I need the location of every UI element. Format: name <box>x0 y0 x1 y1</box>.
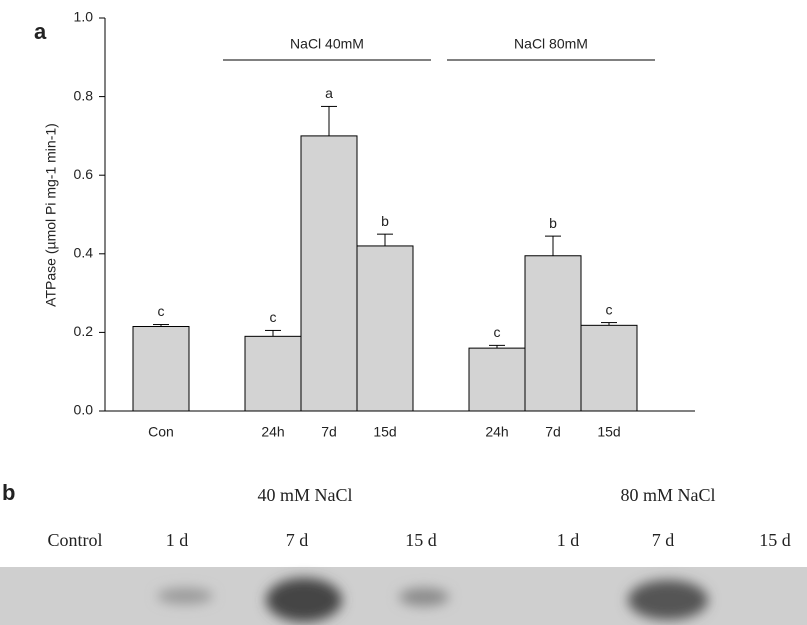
lane-label: 1 d <box>166 530 189 550</box>
y-axis-label: ATPase (µmol Pi mg-1 min-1) <box>43 123 59 307</box>
y-tick-label: 0.6 <box>74 166 94 182</box>
lane-label: Control <box>47 530 102 550</box>
y-tick-label: 1.0 <box>74 9 94 25</box>
significance-letter: c <box>494 324 501 340</box>
significance-letter: c <box>606 301 613 317</box>
lane-label: 1 d <box>557 530 580 550</box>
x-tick-label: 15d <box>373 424 396 440</box>
y-tick-label: 0.4 <box>74 245 94 261</box>
x-tick-label: Con <box>148 424 174 440</box>
lane-label: 7 d <box>286 530 309 550</box>
x-tick-label: 7d <box>545 424 561 440</box>
significance-letter: c <box>270 309 277 325</box>
x-tick-label: 24h <box>261 424 284 440</box>
blot-group-label: 80 mM NaCl <box>620 485 715 505</box>
group-label: NaCl 80mM <box>514 36 588 52</box>
panel-label: b <box>2 480 15 505</box>
x-tick-label: 24h <box>485 424 508 440</box>
significance-letter: b <box>381 213 389 229</box>
bar <box>525 256 581 411</box>
significance-letter: c <box>158 303 165 319</box>
lane-label: 7 d <box>652 530 675 550</box>
bar <box>133 327 189 411</box>
significance-letter: b <box>549 215 557 231</box>
bar <box>245 336 301 411</box>
group-label: NaCl 40mM <box>290 36 364 52</box>
y-tick-label: 0.2 <box>74 323 94 339</box>
lane-label: 15 d <box>405 530 437 550</box>
y-tick-label: 0.8 <box>74 87 94 103</box>
y-tick-label: 0.0 <box>74 402 94 418</box>
x-tick-label: 7d <box>321 424 337 440</box>
bar <box>469 348 525 411</box>
blot-group-label: 40 mM NaCl <box>257 485 352 505</box>
bar <box>301 136 357 411</box>
figure: a ATPase (µmol Pi mg-1 min-1) b 0.0 0.2 0.… <box>0 0 807 625</box>
lane-label: 15 d <box>759 530 791 550</box>
panel-label: a <box>34 19 47 44</box>
significance-letter: a <box>325 85 333 101</box>
x-tick-label: 15d <box>597 424 620 440</box>
bar <box>581 325 637 411</box>
bar <box>357 246 413 411</box>
